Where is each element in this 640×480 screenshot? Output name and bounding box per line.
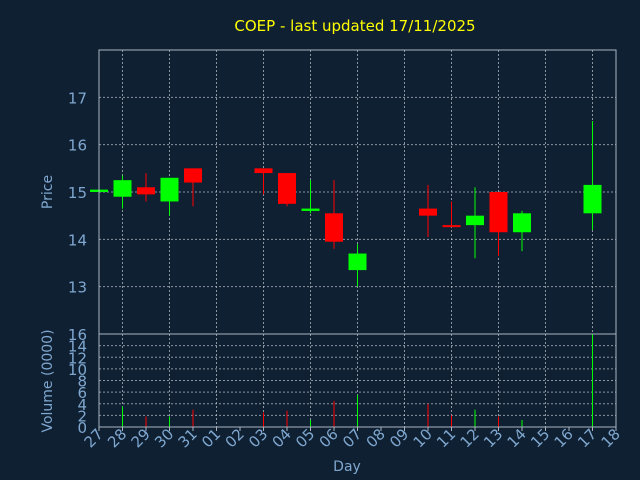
price-tick-label: 15 [68, 184, 87, 202]
candle-body [583, 184, 602, 214]
candle-body [278, 173, 296, 204]
volume-tick-label: 14 [68, 338, 87, 356]
candle-body [160, 177, 179, 202]
candle-body [442, 225, 461, 228]
candle-body [137, 187, 155, 195]
candle-body [184, 168, 202, 183]
volume-tick-label: 0 [77, 419, 87, 437]
x-axis-ticks: 2728293031010203040506070809101112131415… [81, 425, 624, 451]
volume-tick-label: 2 [77, 407, 87, 425]
candle-body [301, 208, 320, 211]
volume-tick-label: 6 [77, 384, 87, 402]
candle-body [325, 213, 343, 242]
volume-tick-label: 12 [68, 349, 87, 367]
price-axis-ticks: 13 14 15 16 17 [68, 89, 87, 296]
x-axis-label: Day [333, 459, 361, 475]
y-axis-label: Price [40, 175, 56, 209]
price-tick-label: 17 [68, 89, 87, 107]
candles [90, 121, 602, 287]
candle-body [254, 168, 273, 174]
volume-tick-label: 4 [77, 396, 87, 414]
candle-body [489, 192, 508, 233]
price-tick-label: 13 [68, 279, 87, 297]
price-tick-label: 14 [68, 231, 87, 249]
chart-title: COEP - last updated 17/11/2025 [234, 17, 475, 35]
candle-body [513, 213, 531, 233]
volume-axis-label: Volume (0000) [40, 329, 56, 432]
volume-tick-label: 8 [77, 373, 87, 391]
volume-bars [98, 334, 593, 427]
volume-tick-label: 16 [68, 326, 87, 344]
candle-body [419, 208, 437, 216]
candle-body [113, 180, 132, 197]
volume-tick-label: 10 [68, 361, 87, 379]
price-tick-label: 16 [68, 137, 87, 155]
candle-body [466, 215, 484, 226]
candle-body [348, 253, 367, 271]
